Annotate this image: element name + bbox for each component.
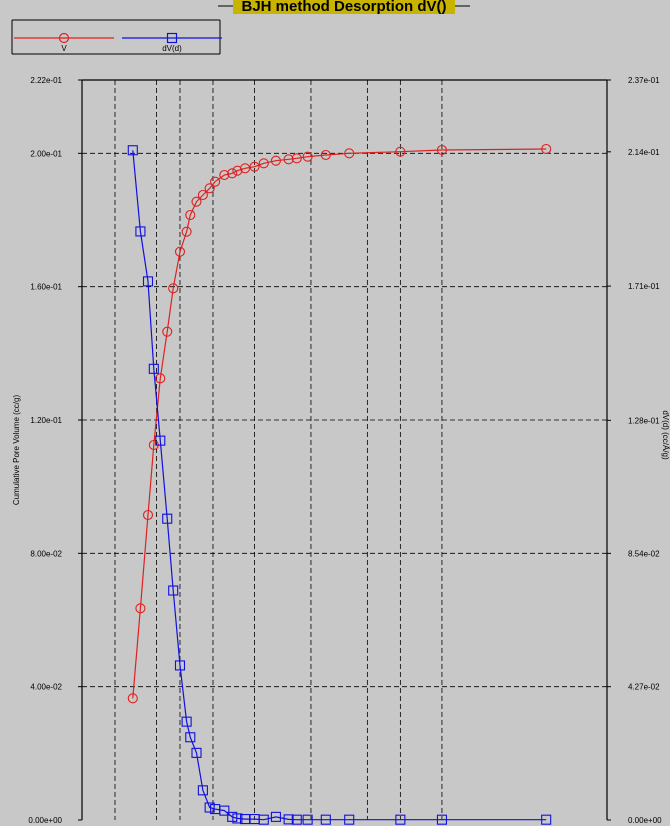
v-point [204,183,215,194]
v-point [320,149,331,161]
y2-tick-label: 2.14e-01 [628,148,660,157]
series-line-v [132,148,547,699]
v-point [541,143,552,155]
v-point [227,168,238,179]
v-point [219,169,230,181]
v-point [181,226,192,237]
v-point [135,603,146,614]
v-point [395,146,406,157]
v-point [127,693,138,704]
v-point [344,148,355,159]
dv-point [302,814,313,825]
y-axis-label: Cumulative Pore Volume (cc/g) [12,395,21,506]
dv-point [436,814,447,825]
y2-tick-label: 4.27e-02 [628,683,660,692]
dv-point [155,435,166,446]
v-point [185,209,196,221]
title-group: BJH method Desorption dV() [218,0,470,15]
y-tick-label: 4.00e-02 [30,683,62,692]
dv-point [291,814,302,825]
y-tick-label: 2.22e-01 [30,76,62,85]
y-tick-label: 2.00e-01 [30,149,62,158]
legend-label-1: dV(d) [162,44,182,53]
dv-point [219,805,230,816]
dv-point [227,811,238,822]
v-point [142,509,154,521]
v-point [240,163,251,174]
dv-point [185,732,196,743]
dv-point [174,660,186,671]
v-point [283,154,294,165]
series-group [127,143,552,825]
v-point [155,373,166,384]
v-point [291,153,302,164]
dv-point [541,814,552,825]
y-tick-label: 1.60e-01 [30,283,62,292]
y2-tick-label: 2.37e-01 [628,76,660,85]
dv-point [204,802,215,813]
v-point [270,155,281,166]
dv-point [168,585,179,596]
legend-label-0: V [61,44,67,53]
v-point [191,196,202,207]
v-point [436,144,447,156]
grid [82,80,607,820]
y2-axis-label: dV(d) (cc/Å/g) [661,410,670,460]
v-point [232,165,243,176]
y-tick-label: 1.20e-01 [30,416,62,425]
dv-point [395,814,406,825]
y-tick-label: 0.00e+00 [28,816,62,825]
dv-point [232,813,243,824]
axes: 0.00e+00 4.00e-02 8.00e-02 1.20e-01 1.60e-01… [12,76,670,825]
y2-tick-label: 1.28e-01 [628,416,660,425]
dv-point [162,513,173,524]
v-point [197,189,208,201]
title-background [233,0,455,14]
dv-point [127,145,138,156]
dv-point [258,814,269,825]
dv-point [181,716,192,727]
legend-marker-square [166,32,178,44]
v-point [258,158,269,169]
y2-tick-label: 1.71e-01 [628,282,660,291]
dv-point [197,785,208,796]
series-line-dv [132,150,547,821]
legend-marker-circle [58,32,70,44]
v-point [302,151,313,162]
dv-point [135,226,146,237]
y-tick-label: 8.00e-02 [30,549,62,558]
dv-point [320,814,331,825]
v-point [168,283,179,294]
v-point [174,246,186,257]
dv-point [148,363,159,374]
v-point [210,176,221,187]
v-point [162,326,173,337]
y2-tick-label: 0.00e+00 [628,816,662,825]
y2-tick-label: 8.54e-02 [628,549,660,558]
dv-point [270,811,281,822]
dv-point [344,814,355,825]
chart-title: BJH method Desorption dV() [242,0,447,15]
dv-point [142,276,154,287]
dv-point [191,747,202,758]
v-point [249,161,260,172]
dv-point [283,814,294,825]
